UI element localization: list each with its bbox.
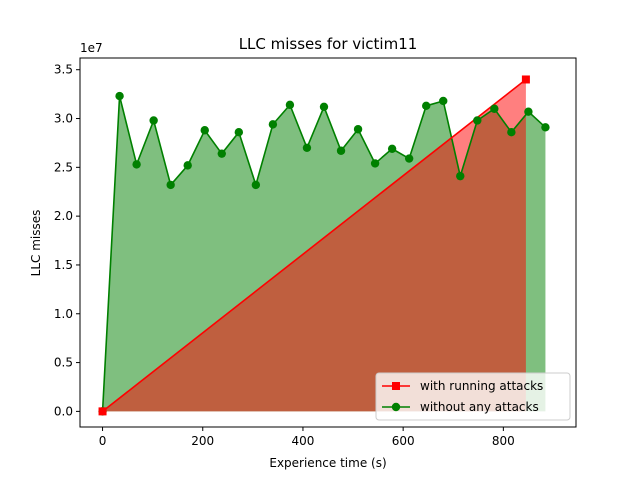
data-point-marker bbox=[353, 125, 363, 134]
data-point-marker bbox=[507, 127, 516, 137]
legend-marker bbox=[391, 402, 401, 412]
data-point-marker bbox=[370, 159, 380, 168]
legend-marker bbox=[392, 382, 400, 390]
series-line-1 bbox=[102, 78, 527, 413]
data-point-marker bbox=[439, 96, 448, 106]
data-point-marker bbox=[319, 102, 329, 112]
data-point-marker bbox=[302, 143, 312, 153]
data-point-marker bbox=[456, 171, 465, 181]
legend-box bbox=[375, 372, 571, 421]
data-point-marker bbox=[251, 180, 261, 190]
data-point-marker bbox=[268, 120, 278, 129]
data-point-marker bbox=[200, 126, 209, 135]
data-point-marker bbox=[166, 180, 175, 190]
data-point-marker bbox=[149, 116, 158, 125]
x-tick-label: 800 bbox=[492, 434, 515, 448]
x-axis-label: Experience time (s) bbox=[269, 456, 386, 470]
data-point-marker bbox=[421, 101, 431, 111]
y-tick-label: 0.5 bbox=[54, 356, 73, 370]
legend-entry-label: with running attacks bbox=[420, 379, 543, 393]
plot-frame bbox=[79, 57, 577, 428]
y-tick-label: 3.0 bbox=[54, 112, 73, 126]
y-axis-label: LLC misses bbox=[29, 210, 43, 277]
legend-entry-label: without any attacks bbox=[420, 400, 539, 414]
data-point-marker bbox=[132, 160, 141, 169]
x-tick-label: 0 bbox=[99, 434, 107, 448]
x-tick-label: 400 bbox=[291, 434, 314, 448]
x-axis-ticks: 0 200 400 600 800 bbox=[99, 427, 515, 448]
data-point-marker bbox=[490, 104, 499, 113]
y-tick-label: 1.5 bbox=[54, 258, 73, 272]
x-tick-label: 600 bbox=[392, 434, 415, 448]
y-axis-scale-label: 1e7 bbox=[80, 41, 103, 55]
data-point-marker bbox=[115, 91, 124, 101]
y-tick-label: 0.0 bbox=[54, 404, 73, 418]
data-point-marker bbox=[473, 116, 482, 125]
data-point-marker bbox=[98, 407, 107, 416]
y-axis-ticks: 0.0 0.5 1.0 1.5 2.0 2.5 3.0 3.5 bbox=[54, 63, 80, 418]
data-point-marker bbox=[404, 154, 414, 163]
y-tick-label: 2.5 bbox=[54, 160, 73, 174]
data-point-marker bbox=[387, 144, 397, 153]
data-point-marker bbox=[217, 149, 226, 158]
data-point-marker bbox=[521, 75, 530, 84]
x-tick-label: 200 bbox=[191, 434, 214, 448]
y-tick-label: 3.5 bbox=[54, 63, 73, 77]
chart-title: LLC misses for victim11 bbox=[239, 35, 418, 53]
y-tick-label: 2.0 bbox=[54, 209, 73, 223]
legend: with running attacks without any attacks bbox=[375, 372, 571, 421]
y-tick-label: 1.0 bbox=[54, 307, 73, 321]
data-point-marker bbox=[285, 100, 295, 110]
data-point-marker bbox=[336, 146, 346, 155]
data-point-marker bbox=[234, 127, 244, 137]
data-point-marker bbox=[541, 123, 550, 132]
data-point-marker bbox=[183, 161, 192, 170]
data-point-marker bbox=[524, 107, 533, 116]
series-markers bbox=[98, 75, 550, 416]
